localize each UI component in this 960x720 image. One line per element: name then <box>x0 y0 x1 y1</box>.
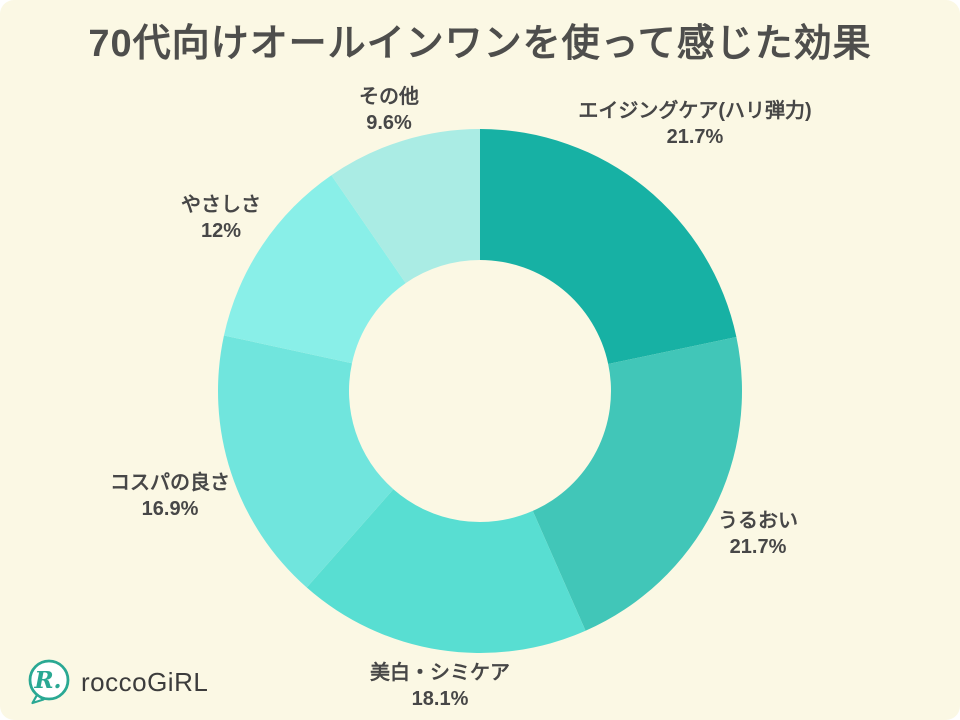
roccogirl-speech-bubble-r-icon: R. <box>28 659 70 705</box>
donut-slice-4 <box>218 335 394 588</box>
brand-logo-text: roccoGiRL <box>81 666 209 697</box>
donut-slice-3 <box>306 489 586 653</box>
donut-slice-5 <box>223 175 406 364</box>
svg-text:R.: R. <box>33 667 61 694</box>
donut-slice-1 <box>480 129 737 365</box>
donut-slice-6 <box>331 129 480 284</box>
brand-logo: R. roccoGiRL <box>26 658 208 706</box>
donut-slice-2 <box>532 337 743 631</box>
chart-title: 70代向けオールインワンを使って感じた効果 <box>88 23 872 65</box>
